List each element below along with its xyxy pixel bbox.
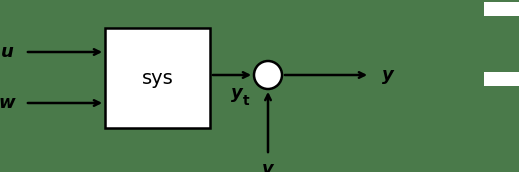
Text: w: w [0,94,16,112]
Bar [484,2,519,16]
Text: y: y [382,66,394,84]
Bar [484,72,519,86]
Text: y: y [231,84,243,102]
Text: t: t [243,94,250,108]
Text: v: v [262,160,274,172]
Ellipse shape [254,61,282,89]
Bar [105,28,210,128]
Text: u: u [1,43,13,61]
Text: sys: sys [142,68,173,88]
